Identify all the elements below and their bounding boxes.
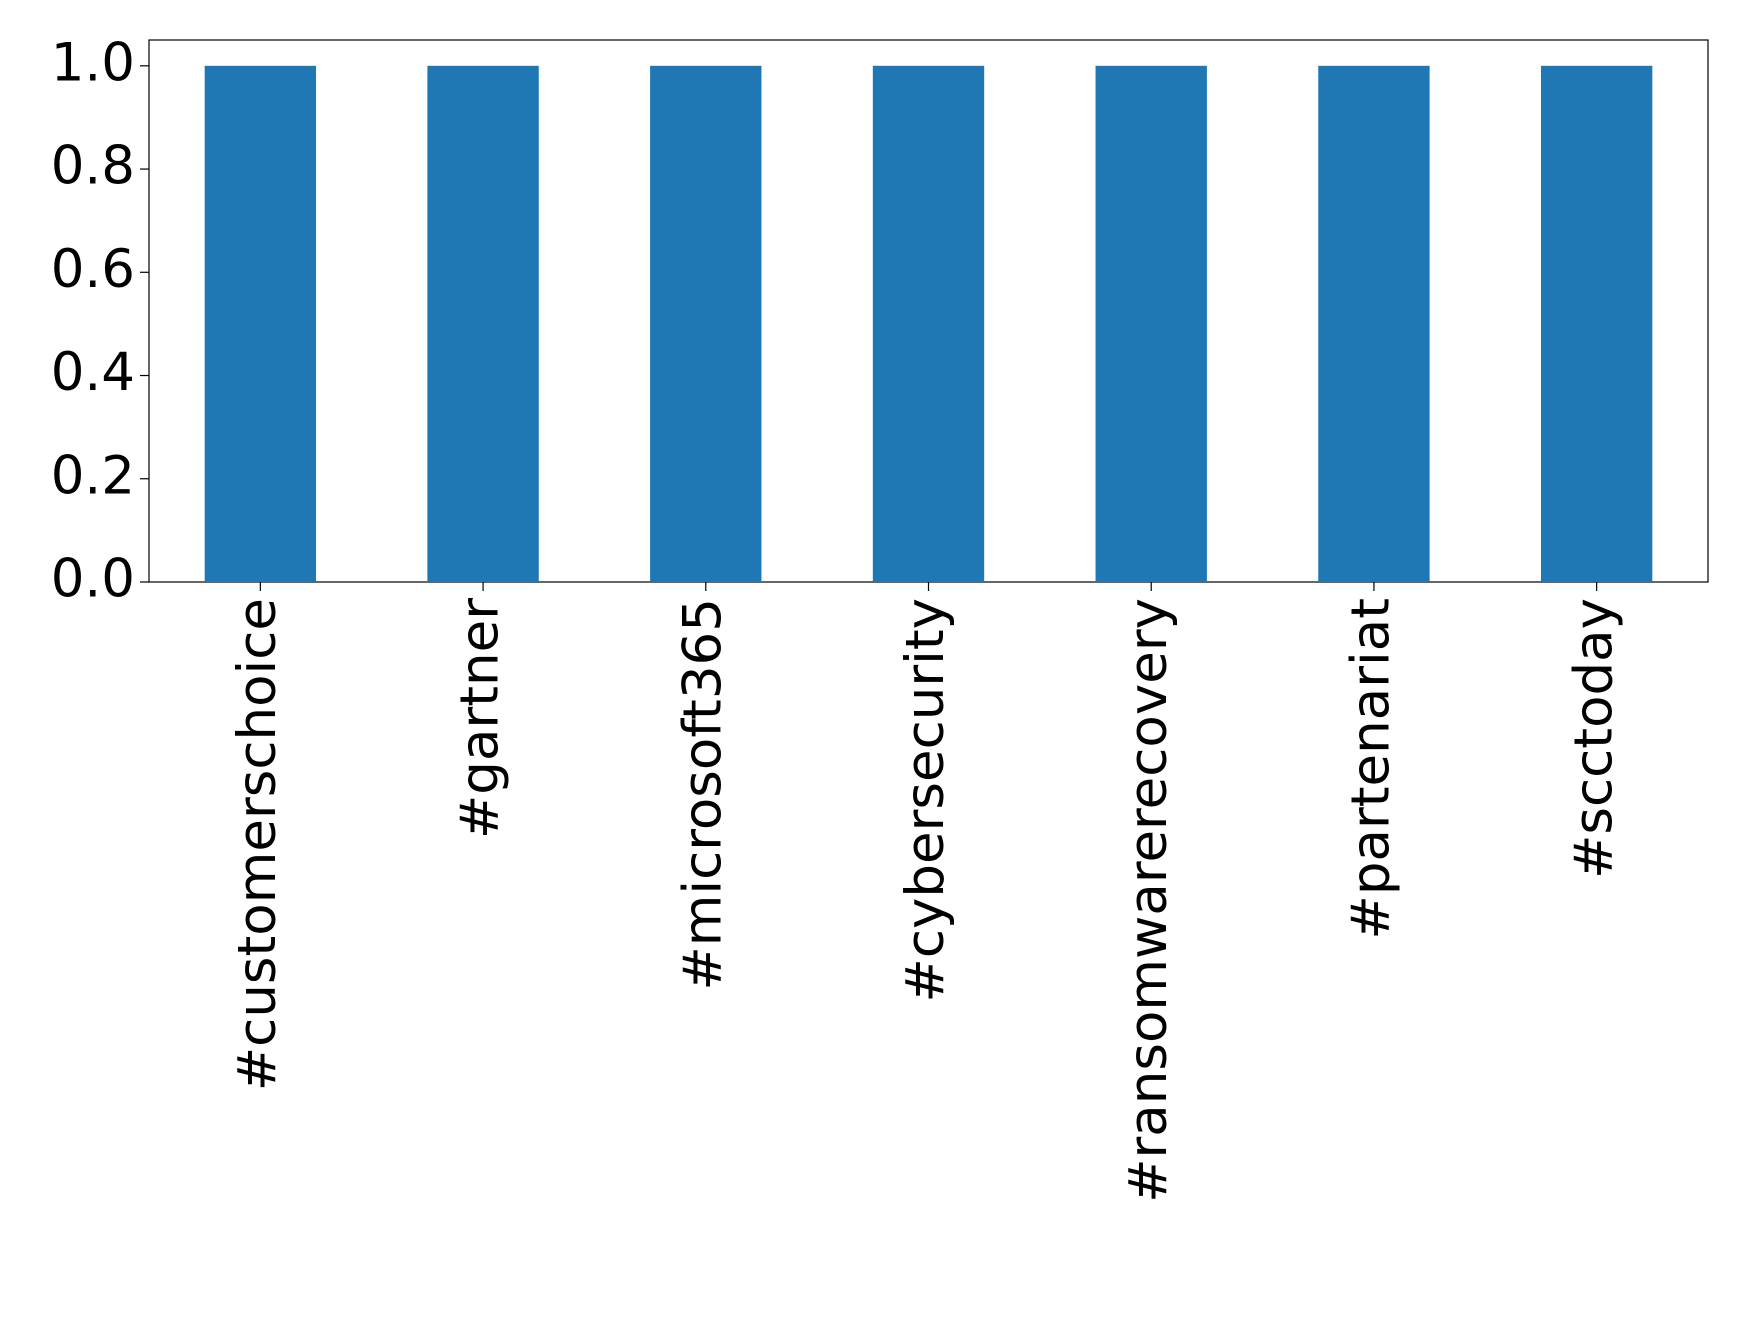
y-tick-label: 0.2 xyxy=(51,445,135,506)
x-tick-label: #gartner xyxy=(450,598,511,839)
bar xyxy=(427,65,539,583)
y-tick-label: 0.4 xyxy=(51,342,135,403)
x-tick-label: #partenariat xyxy=(1341,598,1402,940)
bar xyxy=(1318,65,1430,583)
x-tick-label: #cybersecurity xyxy=(895,598,956,1003)
y-tick-label: 1.0 xyxy=(51,32,135,93)
y-tick-label: 0.6 xyxy=(51,239,135,300)
bar xyxy=(1540,65,1653,583)
bar xyxy=(1095,65,1207,583)
x-tick-label: #microsoft365 xyxy=(672,598,733,991)
bar xyxy=(650,65,762,583)
y-tick-label: 0.8 xyxy=(51,136,135,197)
bar xyxy=(204,65,317,583)
x-tick-label: #scctoday xyxy=(1563,598,1624,879)
x-tick-label: #ransomwarerecovery xyxy=(1118,598,1179,1203)
x-tick-label: #customerschoice xyxy=(227,598,288,1091)
bar xyxy=(872,65,985,583)
y-tick-label: 0.0 xyxy=(51,549,135,610)
